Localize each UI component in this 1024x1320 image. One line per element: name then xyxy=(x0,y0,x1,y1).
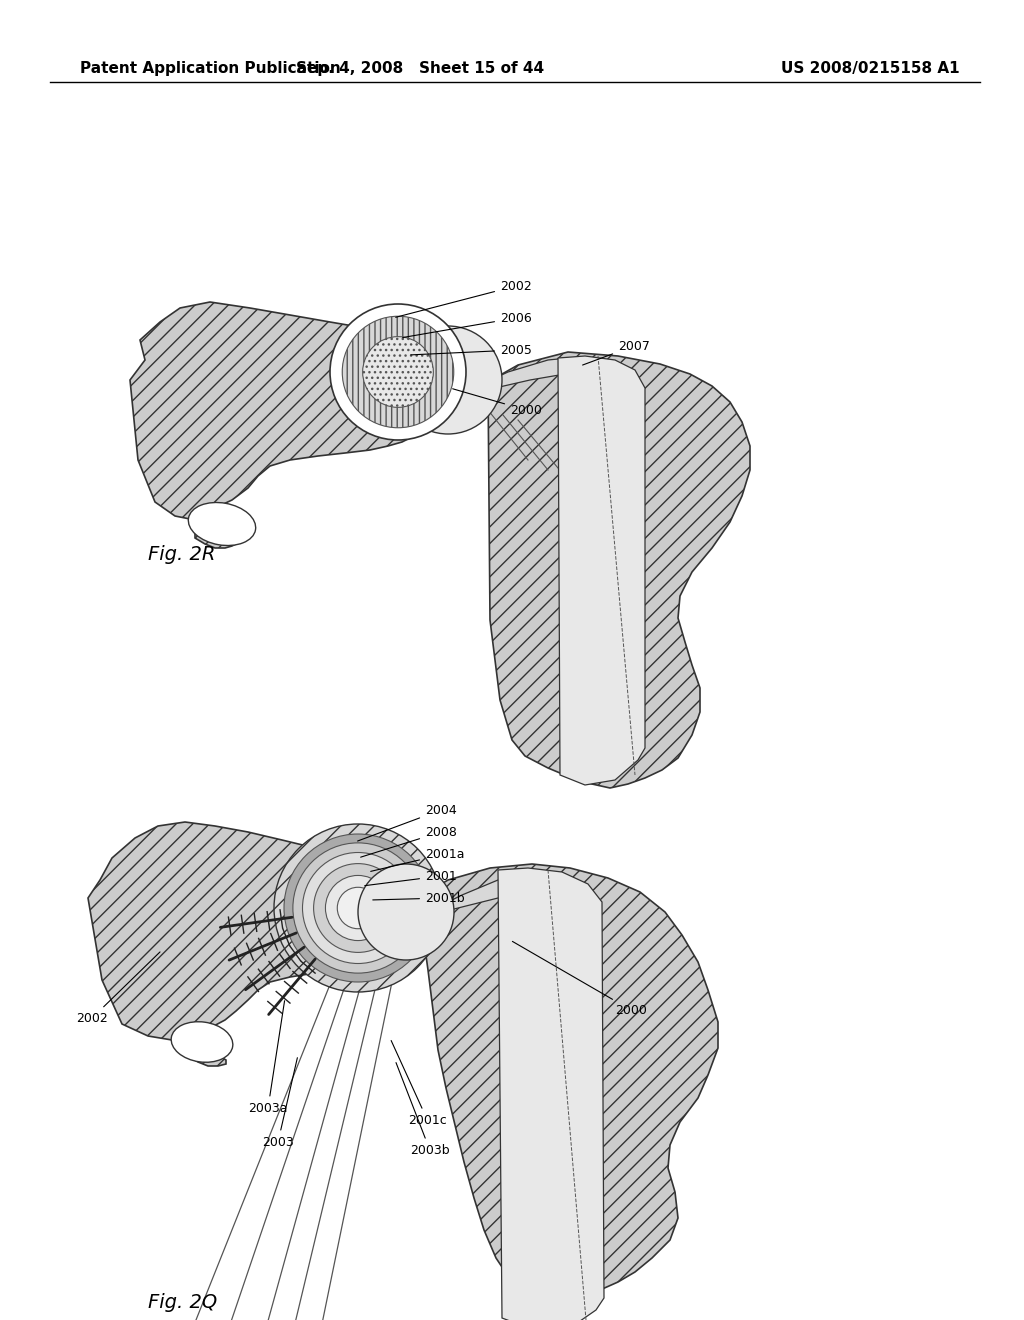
Circle shape xyxy=(330,304,466,440)
Text: 2005: 2005 xyxy=(411,343,531,356)
Polygon shape xyxy=(558,356,645,785)
Text: 2001b: 2001b xyxy=(373,891,465,904)
Text: 2006: 2006 xyxy=(402,312,531,338)
Text: Sep. 4, 2008   Sheet 15 of 44: Sep. 4, 2008 Sheet 15 of 44 xyxy=(296,61,544,75)
Text: 2000: 2000 xyxy=(453,389,542,417)
Text: Patent Application Publication: Patent Application Publication xyxy=(80,61,341,75)
Ellipse shape xyxy=(188,503,256,545)
Circle shape xyxy=(358,865,454,960)
Text: 2000: 2000 xyxy=(512,941,647,1016)
Polygon shape xyxy=(488,352,750,788)
Text: US 2008/0215158 A1: US 2008/0215158 A1 xyxy=(781,61,961,75)
Text: 2002: 2002 xyxy=(395,280,531,317)
Polygon shape xyxy=(452,358,580,396)
Text: 2003: 2003 xyxy=(262,1057,297,1148)
Text: 2001a: 2001a xyxy=(371,847,465,871)
Circle shape xyxy=(274,824,442,993)
Text: 2004: 2004 xyxy=(357,804,457,841)
Circle shape xyxy=(342,317,454,428)
Text: 2002: 2002 xyxy=(76,952,160,1024)
Text: Fig. 2Q: Fig. 2Q xyxy=(148,1294,217,1312)
Text: 2008: 2008 xyxy=(360,825,457,857)
Text: 2003b: 2003b xyxy=(396,1063,450,1156)
Polygon shape xyxy=(418,865,718,1300)
Text: 2001: 2001 xyxy=(365,870,457,886)
Polygon shape xyxy=(406,876,530,927)
Polygon shape xyxy=(88,822,418,1067)
Circle shape xyxy=(362,337,433,408)
Text: 2001c: 2001c xyxy=(391,1040,446,1126)
Circle shape xyxy=(313,863,402,953)
Circle shape xyxy=(337,887,379,929)
Circle shape xyxy=(284,834,432,982)
Polygon shape xyxy=(498,869,604,1320)
Circle shape xyxy=(302,853,414,964)
Ellipse shape xyxy=(171,1022,232,1063)
Text: Fig. 2R: Fig. 2R xyxy=(148,545,215,564)
Text: 2003a: 2003a xyxy=(248,1001,288,1114)
Circle shape xyxy=(293,843,423,973)
Text: 2007: 2007 xyxy=(583,339,650,366)
Circle shape xyxy=(326,875,390,941)
Polygon shape xyxy=(130,302,442,548)
Circle shape xyxy=(394,326,502,434)
